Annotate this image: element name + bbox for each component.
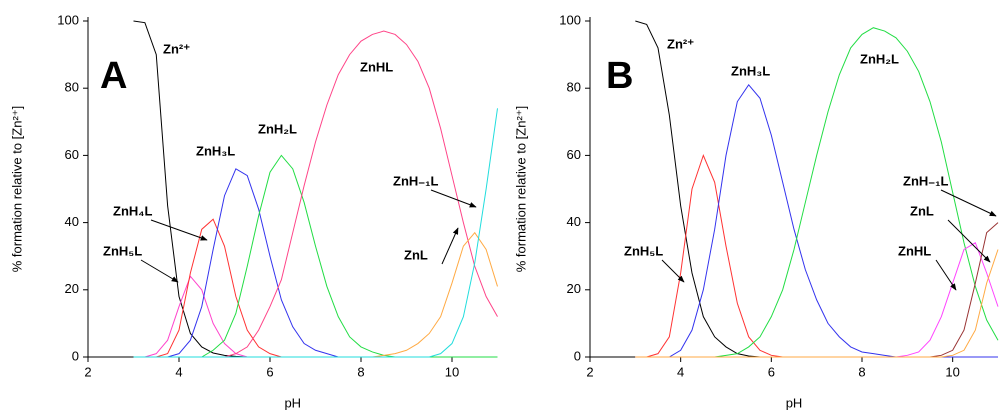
y-tick-label: 0: [574, 348, 581, 363]
x-tick-label: 6: [768, 364, 775, 379]
species-label: ZnHL: [898, 243, 931, 258]
arrow: [140, 259, 179, 283]
species-curve: [133, 108, 498, 358]
arrow: [947, 219, 991, 263]
y-tick-label: 100: [559, 12, 581, 27]
x-tick-label: 10: [445, 364, 459, 379]
species-curve: [133, 218, 498, 358]
species-label: ZnH₂L: [860, 51, 899, 66]
y-tick-label: 40: [567, 214, 581, 229]
chart-panel: 0 20 40 60 80 100 2 4 6 8 10 pH % formation relative…: [513, 12, 999, 410]
species-label: ZnH₅L: [103, 243, 142, 258]
y-tick-label: 40: [65, 214, 79, 229]
x-tick-label: 4: [175, 364, 182, 379]
y-tick-label: 60: [567, 147, 581, 162]
species-label: ZnH₅L: [624, 243, 663, 258]
x-tick-label: 4: [677, 364, 684, 379]
species-curve: [133, 20, 498, 358]
y-tick-label: 80: [567, 80, 581, 95]
panel-label: B: [606, 55, 633, 97]
arrow: [150, 219, 208, 241]
species-curve: [635, 222, 999, 358]
x-axis-label: pH: [786, 395, 803, 410]
arrow: [940, 189, 997, 217]
y-tick-label: 100: [57, 12, 79, 27]
species-label: ZnL: [910, 203, 934, 218]
x-tick-label: 8: [858, 364, 865, 379]
y-tick-label: 0: [72, 348, 79, 363]
y-tick-label: 80: [65, 80, 79, 95]
species-curve: [635, 27, 999, 358]
species-label: ZnH₂L: [258, 121, 297, 136]
x-tick-label: 2: [586, 364, 593, 379]
x-tick-label: 8: [357, 364, 364, 379]
species-label: Zn²⁺: [667, 36, 694, 51]
arrow: [935, 259, 957, 291]
chart-panel: 0 20 40 60 80 100 2 4 6 8 10 pH % formation relative…: [9, 12, 498, 410]
x-tick-label: 6: [266, 364, 273, 379]
species-label: Zn²⁺: [163, 41, 190, 56]
y-tick-label: 20: [567, 281, 581, 296]
x-axis-label: pH: [284, 395, 301, 410]
species-curve: [133, 275, 498, 358]
species-label: ZnL: [404, 247, 428, 262]
arrow: [441, 227, 459, 265]
x-tick-label: 2: [84, 364, 91, 379]
y-tick-label: 60: [65, 147, 79, 162]
species-curve: [635, 20, 998, 358]
species-label: ZnHL: [360, 59, 393, 74]
species-label: ZnH₋₁L: [393, 173, 439, 188]
species-label: ZnH₋₁L: [903, 173, 949, 188]
species-curve: [635, 249, 999, 358]
arrow: [661, 259, 685, 283]
y-axis-label: % formation relative to [Zn²⁺]: [513, 106, 528, 273]
y-tick-label: 20: [65, 281, 79, 296]
species-curve: [635, 84, 998, 358]
arrow: [430, 189, 477, 208]
x-tick-label: 10: [945, 364, 959, 379]
species-curve: [133, 231, 498, 358]
y-axis-label: % formation relative to [Zn²⁺]: [9, 106, 24, 273]
panel-label: A: [100, 55, 127, 97]
species-label: ZnH₄L: [113, 203, 152, 218]
species-label: ZnH₃L: [731, 63, 770, 78]
species-label: ZnH₃L: [196, 143, 235, 158]
